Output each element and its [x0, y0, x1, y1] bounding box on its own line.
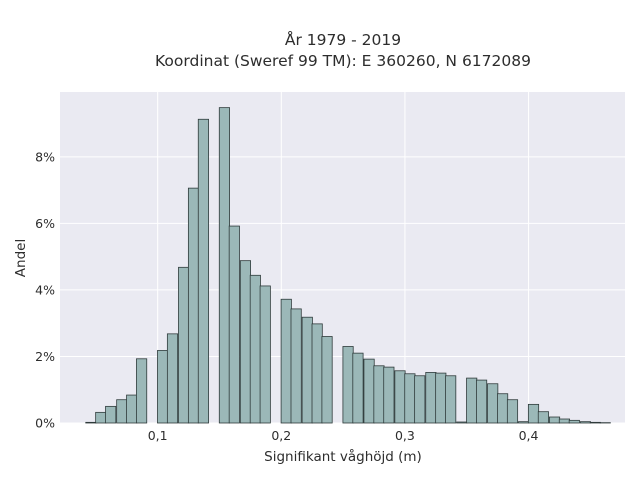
histogram-bar	[548, 416, 561, 424]
y-tick-labels: 0% 2% 4% 6% 8%	[35, 149, 55, 430]
histogram-bar	[95, 411, 107, 424]
histogram-bar	[373, 365, 385, 424]
chart-subtitle: Koordinat (Sweref 99 TM): E 360260, N 61…	[155, 52, 531, 70]
histogram-bar	[568, 419, 580, 424]
histogram-bar	[259, 285, 271, 424]
histogram-bar	[290, 308, 302, 424]
histogram-bar	[126, 394, 138, 424]
histogram-bar	[85, 421, 97, 424]
histogram-bar	[445, 375, 457, 424]
histogram-bar	[579, 421, 591, 424]
x-tick-label: 0,4	[519, 428, 539, 443]
histogram-bar	[157, 350, 169, 424]
histogram-bar	[321, 336, 333, 424]
histogram-bar	[197, 118, 209, 424]
histogram-bar	[537, 411, 549, 424]
histogram-bar	[363, 358, 375, 424]
y-tick-label: 4%	[35, 282, 55, 297]
histogram-bar	[105, 405, 117, 424]
histogram-bar	[239, 260, 251, 424]
chart-title: År 1979 - 2019	[285, 30, 401, 49]
histogram-bar	[527, 403, 540, 424]
histogram-bar	[342, 346, 354, 424]
y-tick-label: 0%	[35, 416, 55, 431]
histogram-bar	[280, 298, 292, 424]
y-tick-label: 6%	[35, 216, 55, 231]
x-tick-labels: 0,1 0,2 0,3 0,4	[148, 428, 539, 443]
histogram-bar	[425, 372, 437, 424]
histogram-bar	[487, 383, 499, 424]
histogram-bar	[187, 187, 200, 424]
histogram-bar	[228, 225, 240, 424]
histogram-bars	[85, 107, 611, 424]
plot-area	[60, 92, 625, 423]
histogram-bar	[456, 421, 468, 424]
y-axis-label: Andel	[13, 239, 29, 277]
histogram-bar	[466, 377, 478, 424]
histogram-bar	[301, 316, 313, 424]
grid-lines	[60, 92, 625, 424]
histogram-bar	[116, 399, 128, 424]
histogram-bar	[404, 373, 416, 424]
histogram-bar	[178, 266, 190, 424]
x-tick-label: 0,3	[395, 428, 415, 443]
x-tick-label: 0,1	[148, 428, 168, 443]
histogram-bar	[249, 274, 261, 424]
y-tick-label: 8%	[35, 149, 55, 164]
x-tick-label: 0,2	[271, 428, 291, 443]
histogram-bar	[589, 421, 601, 424]
histogram-bar	[383, 366, 395, 424]
histogram-bar	[518, 421, 530, 424]
y-tick-label: 2%	[35, 349, 55, 364]
histogram-bar	[136, 358, 148, 424]
histogram-bar	[352, 352, 364, 424]
histogram-bar	[218, 107, 230, 424]
histogram-bar	[414, 375, 426, 424]
histogram-bar	[476, 379, 488, 424]
histogram-bar	[166, 333, 179, 424]
histogram-bar	[394, 370, 406, 424]
histogram-bar	[311, 323, 323, 424]
histogram-bar	[558, 418, 570, 424]
histogram-bar	[497, 393, 509, 424]
x-axis-label: Signifikant våghöjd (m)	[264, 448, 422, 465]
histogram-bar	[506, 399, 519, 424]
histogram-bar	[435, 372, 447, 424]
